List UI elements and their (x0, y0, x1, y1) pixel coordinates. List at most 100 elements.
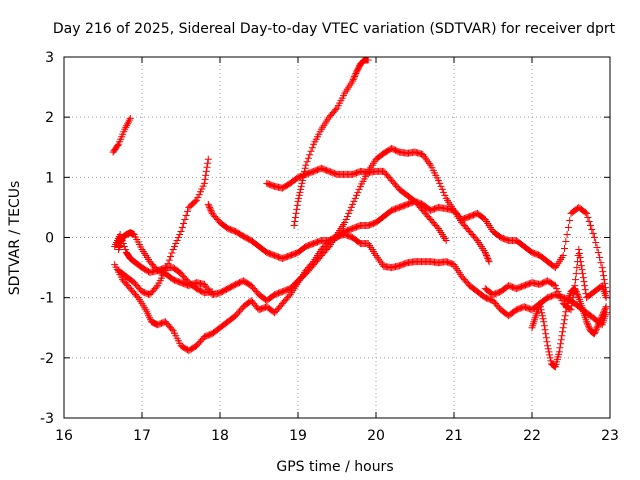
data-point (350, 197, 358, 205)
data-point (550, 281, 558, 289)
data-point (596, 316, 604, 324)
data-point (573, 264, 581, 272)
data-point (561, 245, 568, 253)
data-point (121, 125, 129, 133)
data-point (165, 256, 173, 264)
data-point (542, 330, 550, 338)
data-point (293, 201, 301, 209)
data-point (441, 191, 449, 199)
data-point (349, 76, 357, 84)
data-point (585, 324, 593, 332)
data-point (584, 213, 592, 221)
data-point (481, 249, 489, 257)
data-point (573, 289, 581, 297)
data-point (538, 312, 546, 320)
series-track-4 (115, 155, 212, 299)
data-point (291, 213, 299, 221)
data-point (298, 179, 306, 187)
data-point (543, 338, 551, 346)
data-point (152, 283, 160, 291)
data-point (485, 258, 493, 266)
data-point (484, 256, 492, 264)
data-point (583, 319, 591, 327)
data-point (562, 304, 570, 312)
data-point (373, 253, 381, 261)
data-point (208, 288, 216, 296)
data-point (581, 286, 589, 294)
x-axis-label: GPS time / hours (276, 459, 393, 475)
data-point (540, 322, 548, 330)
y-tick-label: 2 (45, 110, 54, 126)
data-point (341, 218, 349, 226)
data-point (285, 292, 293, 300)
data-point (576, 254, 584, 262)
data-point (584, 321, 592, 329)
data-point (423, 156, 431, 164)
data-point (123, 122, 131, 130)
data-point (347, 203, 355, 211)
data-point (375, 255, 383, 263)
data-point (589, 229, 597, 237)
series-track-9 (481, 246, 610, 314)
data-point (577, 258, 585, 266)
data-point (297, 185, 305, 193)
data-point (349, 77, 357, 85)
data-point (121, 246, 129, 254)
data-point (559, 252, 567, 260)
data-point (556, 344, 564, 352)
data-point (203, 163, 211, 171)
y-axis-label: SDTVAR / TECUs (7, 181, 23, 296)
data-point (205, 202, 213, 210)
data-point (295, 191, 303, 199)
data-point (545, 348, 553, 356)
data-point (294, 197, 302, 205)
data-point (434, 176, 442, 184)
data-point (555, 291, 563, 299)
data-point (200, 179, 208, 187)
x-tick-label: 16 (55, 428, 73, 444)
data-point (585, 217, 593, 225)
data-point (591, 328, 599, 336)
data-point (536, 303, 544, 311)
data-point (308, 144, 316, 152)
data-point (600, 309, 607, 317)
data-point (204, 159, 212, 167)
data-point (572, 276, 580, 284)
data-point (114, 142, 122, 150)
data-point (579, 274, 587, 282)
data-point (482, 250, 490, 258)
data-point (133, 292, 141, 300)
data-point (178, 223, 186, 231)
data-point (293, 205, 301, 213)
data-point (575, 246, 583, 254)
data-point (544, 345, 552, 353)
data-point (579, 270, 587, 278)
data-point (577, 262, 585, 270)
data-point (602, 294, 610, 302)
data-point (437, 182, 445, 190)
data-point (551, 282, 559, 290)
x-tick-label: 23 (601, 428, 619, 444)
data-point (553, 285, 561, 293)
data-point (483, 252, 490, 260)
data-point (587, 221, 594, 229)
data-point (583, 318, 591, 326)
data-point (544, 342, 552, 350)
data-point (168, 325, 176, 333)
data-point (597, 315, 605, 323)
series-track-10 (528, 285, 610, 371)
data-point (557, 340, 565, 348)
data-point (306, 151, 314, 159)
data-point (173, 237, 181, 245)
data-point (440, 188, 448, 196)
data-point (167, 253, 175, 261)
data-point (594, 321, 602, 329)
data-point (354, 188, 362, 196)
data-point (572, 286, 580, 294)
data-point (301, 167, 308, 175)
data-point (425, 159, 433, 167)
data-point (601, 306, 609, 314)
data-point (484, 255, 492, 263)
data-point (546, 351, 554, 359)
data-point (191, 197, 199, 205)
